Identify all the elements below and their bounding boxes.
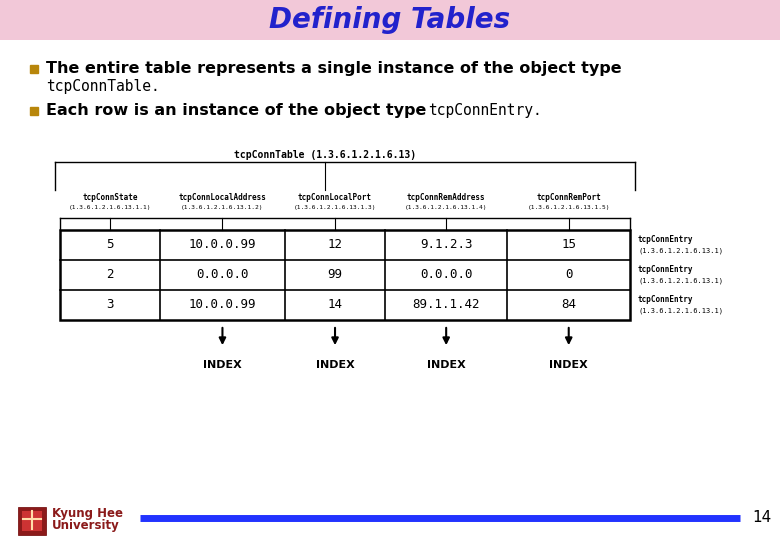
Text: tcpConnEntry.: tcpConnEntry. <box>428 104 542 118</box>
Text: 10.0.0.99: 10.0.0.99 <box>189 299 256 312</box>
Text: 0.0.0.0: 0.0.0.0 <box>420 268 473 281</box>
Text: (1.3.6.1.2.1.6.13.1.2): (1.3.6.1.2.1.6.13.1.2) <box>181 206 264 211</box>
Text: tcpConnEntry: tcpConnEntry <box>638 235 693 245</box>
Text: 2: 2 <box>106 268 114 281</box>
Text: 10.0.0.99: 10.0.0.99 <box>189 239 256 252</box>
Text: Defining Tables: Defining Tables <box>269 6 511 34</box>
Text: 9.1.2.3: 9.1.2.3 <box>420 239 473 252</box>
Text: 14: 14 <box>753 510 771 525</box>
Text: Kyung Hee: Kyung Hee <box>52 508 123 521</box>
Text: INDEX: INDEX <box>316 360 354 370</box>
Text: INDEX: INDEX <box>549 360 588 370</box>
Bar <box>22 511 42 531</box>
Text: tcpConnEntry: tcpConnEntry <box>638 295 693 305</box>
Text: tcpConnLocalAddress: tcpConnLocalAddress <box>179 193 267 202</box>
Text: Each row is an instance of the object type: Each row is an instance of the object ty… <box>46 104 427 118</box>
Bar <box>30 107 38 115</box>
Text: tcpConnState: tcpConnState <box>82 193 137 202</box>
Text: tcpConnTable.: tcpConnTable. <box>46 79 160 94</box>
Text: tcpConnLocalPort: tcpConnLocalPort <box>298 193 372 202</box>
Text: tcpConnRemPort: tcpConnRemPort <box>537 193 601 202</box>
Bar <box>30 65 38 73</box>
Text: tcpConnRemAddress: tcpConnRemAddress <box>407 193 485 202</box>
Text: 3: 3 <box>106 299 114 312</box>
Text: (1.3.6.1.2.1.6.13.1): (1.3.6.1.2.1.6.13.1) <box>638 308 723 314</box>
Text: (1.3.6.1.2.1.6.13.1): (1.3.6.1.2.1.6.13.1) <box>638 278 723 284</box>
Text: 15: 15 <box>562 239 576 252</box>
Text: University: University <box>52 519 120 532</box>
Bar <box>0 0 780 40</box>
Bar <box>18 507 46 535</box>
Text: (1.3.6.1.2.1.6.13.1): (1.3.6.1.2.1.6.13.1) <box>638 248 723 254</box>
Text: 5: 5 <box>106 239 114 252</box>
Text: (1.3.6.1.2.1.6.13.1.5): (1.3.6.1.2.1.6.13.1.5) <box>527 206 610 211</box>
Text: The entire table represents a single instance of the object type: The entire table represents a single ins… <box>46 62 622 77</box>
Bar <box>60 230 630 320</box>
Text: 99: 99 <box>328 268 342 281</box>
Text: INDEX: INDEX <box>427 360 466 370</box>
Text: tcpConnEntry: tcpConnEntry <box>638 266 693 274</box>
Text: 0.0.0.0: 0.0.0.0 <box>197 268 249 281</box>
Text: INDEX: INDEX <box>203 360 242 370</box>
Text: 12: 12 <box>328 239 342 252</box>
Text: 89.1.1.42: 89.1.1.42 <box>413 299 480 312</box>
Text: 0: 0 <box>565 268 573 281</box>
Text: 14: 14 <box>328 299 342 312</box>
Text: tcpConnTable (1.3.6.1.2.1.6.13): tcpConnTable (1.3.6.1.2.1.6.13) <box>234 150 416 160</box>
Text: 84: 84 <box>562 299 576 312</box>
Text: (1.3.6.1.2.1.6.13.1.1): (1.3.6.1.2.1.6.13.1.1) <box>69 206 151 211</box>
Text: (1.3.6.1.2.1.6.13.1.4): (1.3.6.1.2.1.6.13.1.4) <box>405 206 488 211</box>
Text: (1.3.6.1.2.1.6.13.1.3): (1.3.6.1.2.1.6.13.1.3) <box>294 206 376 211</box>
